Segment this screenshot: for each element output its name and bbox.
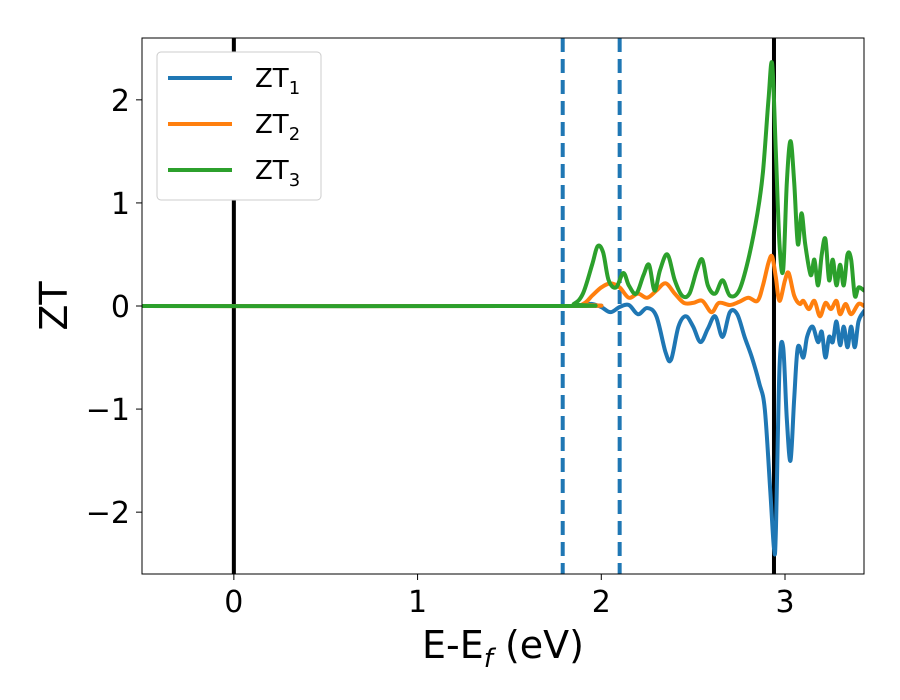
- axis-ticks: 0 1 2 3 −2 −1 0 1 2: [86, 84, 795, 620]
- series-line-3: [142, 60, 864, 309]
- series-line-1: [142, 301, 864, 557]
- x-tick-label: 3: [775, 585, 794, 620]
- y-axis-label: ZT: [32, 281, 76, 331]
- y-tick-label: 1: [111, 187, 130, 222]
- legend-label-2: ZT2: [255, 110, 300, 145]
- legend-label-3: ZT3: [255, 156, 300, 191]
- y-tick-label: −1: [86, 393, 130, 428]
- y-tick-label: 0: [111, 290, 130, 325]
- series-lines: [142, 60, 864, 557]
- x-tick-label: 1: [408, 585, 427, 620]
- x-axis-label: E-Ef (eV): [422, 623, 584, 674]
- x-tick-label: 0: [224, 585, 243, 620]
- x-tick-label: 2: [592, 585, 611, 620]
- legend-box: [156, 51, 322, 201]
- y-tick-label: 2: [111, 84, 130, 119]
- legend: ZT1 ZT2 ZT3: [156, 51, 322, 201]
- legend-label-1: ZT1: [255, 64, 300, 99]
- y-tick-label: −2: [86, 496, 130, 531]
